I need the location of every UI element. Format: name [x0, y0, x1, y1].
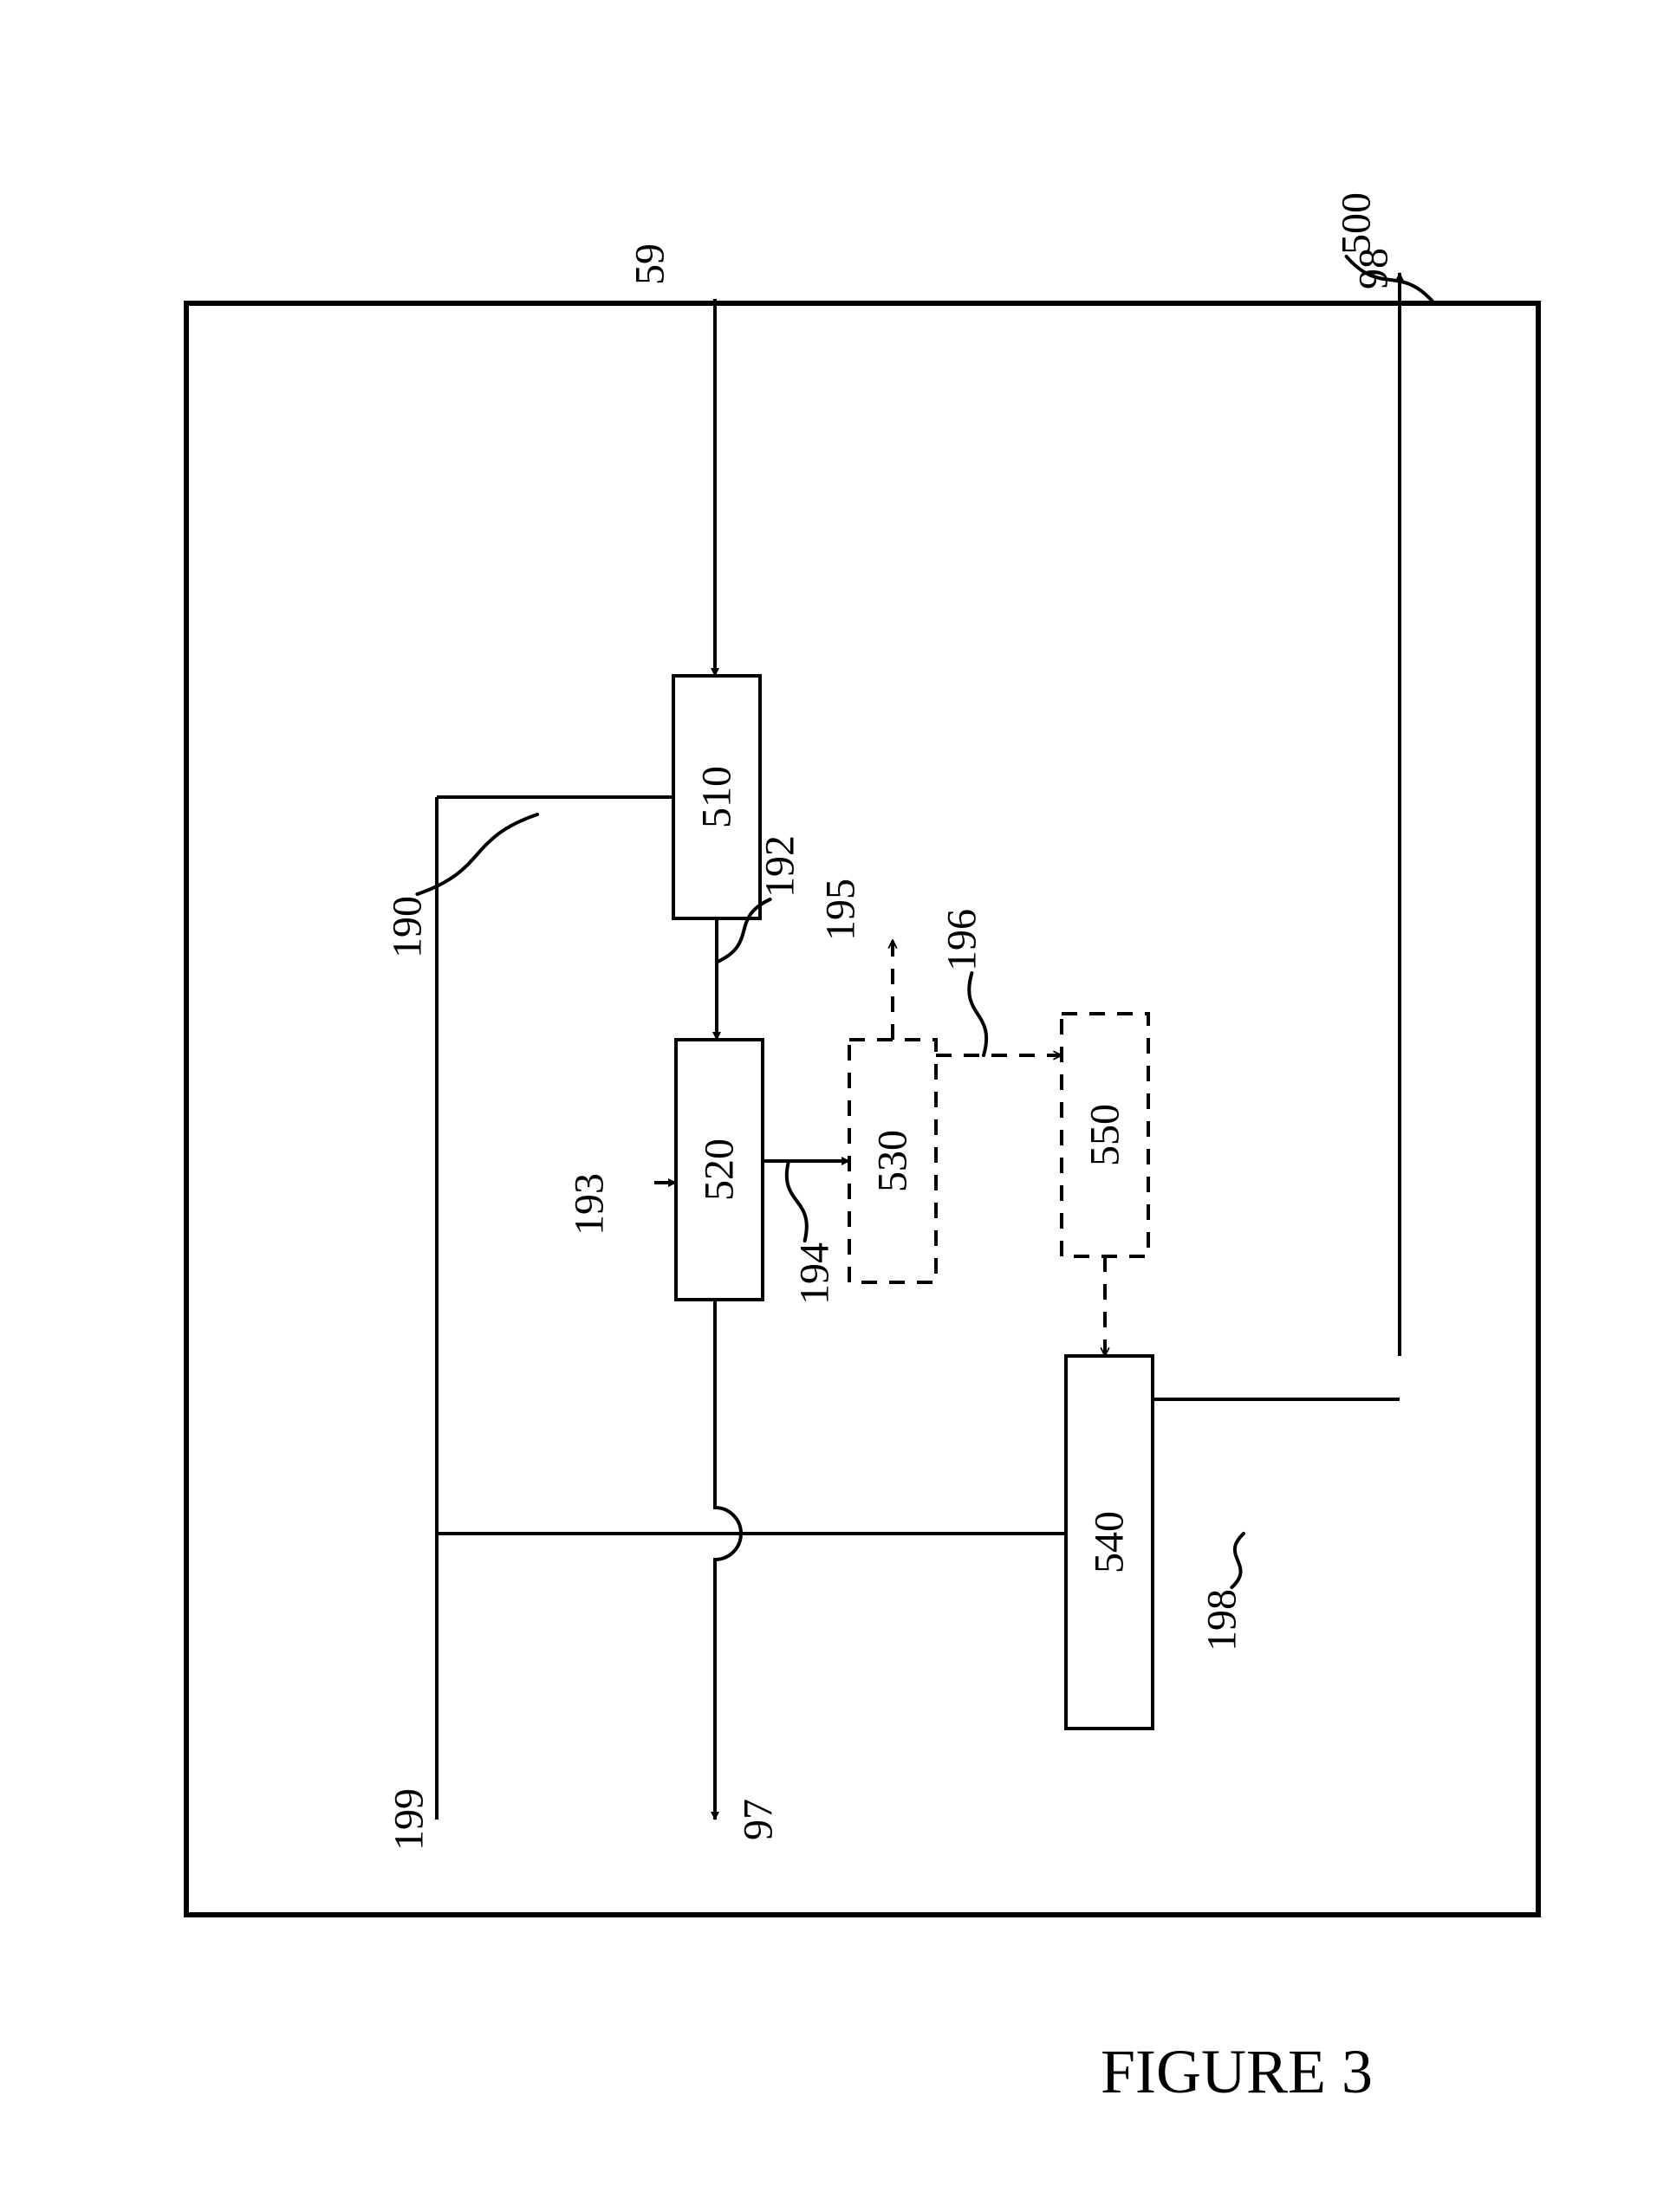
node-label-540: 540	[1087, 1511, 1133, 1573]
node-label-530: 530	[870, 1130, 916, 1192]
ext-label-98: 98	[1351, 248, 1397, 289]
ext-label-195: 195	[818, 879, 864, 941]
diagram-svg: 510 520 530 550 540 500 190 192 194 196 198 59 199 19…	[0, 0, 1657, 2212]
callout-label-196: 196	[939, 909, 985, 971]
callout-label-192: 192	[757, 835, 803, 898]
arrow	[715, 1300, 741, 1820]
ext-label-97: 97	[736, 1799, 782, 1840]
callout-label-500: 500	[1334, 192, 1380, 255]
figure-page: 510 520 530 550 540 500 190 192 194 196 198 59 199 19…	[0, 0, 1657, 2212]
ext-label-199: 199	[387, 1788, 432, 1851]
callout-tail-196	[969, 973, 986, 1055]
callout-label-198: 198	[1199, 1589, 1245, 1651]
callout-label-194: 194	[792, 1242, 838, 1305]
node-label-550: 550	[1082, 1104, 1128, 1166]
callout-tail-194	[787, 1161, 807, 1241]
ext-label-59: 59	[627, 243, 673, 285]
callout-label-190: 190	[385, 896, 431, 958]
node-label-510: 510	[694, 766, 740, 828]
ext-label-193: 193	[567, 1173, 613, 1236]
callout-tail-198	[1231, 1534, 1244, 1587]
figure-caption: FIGURE 3	[1101, 2036, 1373, 2108]
node-label-520: 520	[697, 1138, 743, 1201]
